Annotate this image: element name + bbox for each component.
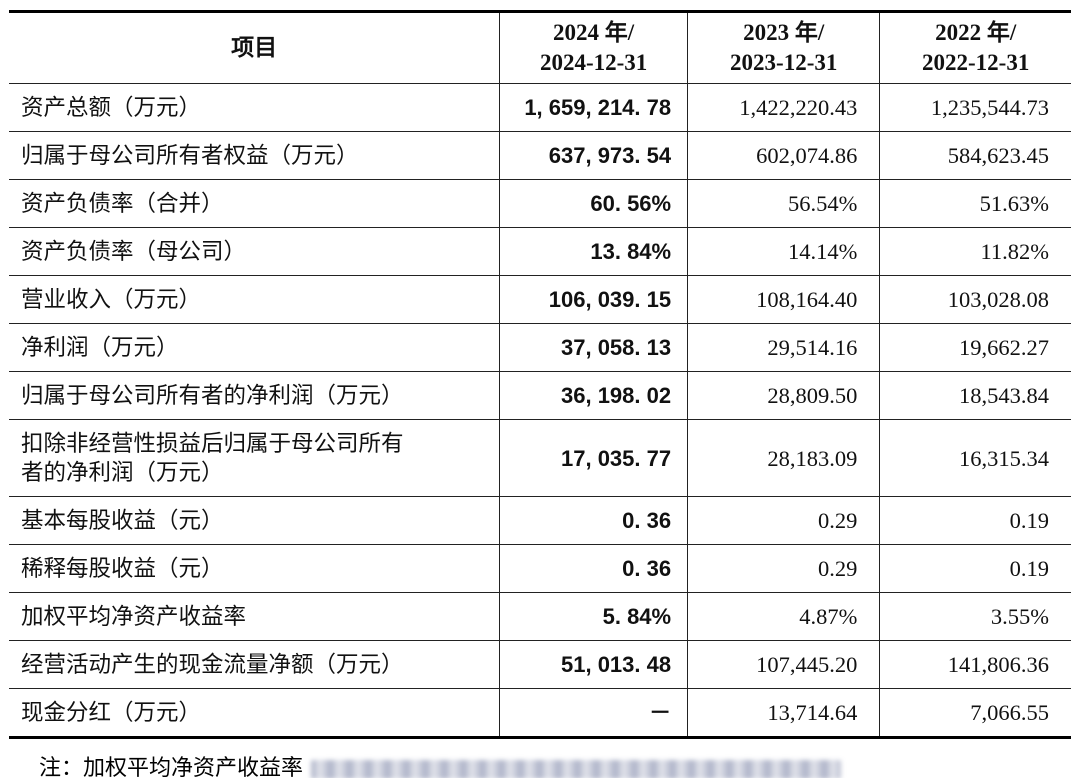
- value-2024: 36, 198. 02: [499, 371, 688, 420]
- header-col-2024-line1: 2024 年/: [553, 20, 635, 45]
- row-label: 归属于母公司所有者的净利润（万元）: [9, 371, 500, 420]
- row-label: 净利润（万元）: [9, 323, 500, 372]
- value-2022: 18,543.84: [879, 371, 1071, 420]
- value-2022: 19,662.27: [879, 323, 1071, 372]
- value-2023: 28,183.09: [687, 419, 880, 497]
- value-2022: 7,066.55: [879, 688, 1071, 738]
- value-2023: 4.87%: [687, 592, 880, 641]
- header-col-2024-line2: 2024-12-31: [539, 50, 648, 75]
- header-row: 项目 2024 年/ 2024-12-31 2023 年/ 2023-12-31…: [9, 11, 1071, 84]
- table-row: 扣除非经营性损益后归属于母公司所有者的净利润（万元） 17, 035. 77 2…: [9, 419, 1071, 497]
- row-label: 经营活动产生的现金流量净额（万元）: [9, 640, 500, 689]
- value-2024: 637, 973. 54: [499, 131, 688, 180]
- row-label: 资产总额（万元）: [9, 83, 500, 132]
- table-row: 营业收入（万元） 106, 039. 15 108,164.40 103,028…: [9, 275, 1071, 324]
- value-2024: 37, 058. 13: [499, 323, 688, 372]
- value-2024: 51, 013. 48: [499, 640, 688, 689]
- value-2024: 60. 56%: [499, 179, 688, 228]
- table-body: 资产总额（万元） 1, 659, 214. 78 1,422,220.43 1,…: [9, 83, 1071, 738]
- table-row: 归属于母公司所有者权益（万元） 637, 973. 54 602,074.86 …: [9, 131, 1071, 180]
- table-row: 净利润（万元） 37, 058. 13 29,514.16 19,662.27: [9, 323, 1071, 372]
- value-2024: 106, 039. 15: [499, 275, 688, 324]
- value-2023: 29,514.16: [687, 323, 880, 372]
- value-2024: －: [499, 688, 688, 738]
- value-2023: 1,422,220.43: [687, 83, 880, 132]
- row-label: 归属于母公司所有者权益（万元）: [9, 131, 500, 180]
- row-label: 加权平均净资产收益率: [9, 592, 500, 641]
- value-2022: 3.55%: [879, 592, 1071, 641]
- value-2023: 14.14%: [687, 227, 880, 276]
- financial-summary-table: 项目 2024 年/ 2024-12-31 2023 年/ 2023-12-31…: [9, 10, 1071, 739]
- value-2024: 13. 84%: [499, 227, 688, 276]
- value-2023: 56.54%: [687, 179, 880, 228]
- table-row: 经营活动产生的现金流量净额（万元） 51, 013. 48 107,445.20…: [9, 640, 1071, 689]
- header-col-2023-line1: 2023 年/: [743, 20, 825, 45]
- value-2022: 51.63%: [879, 179, 1071, 228]
- header-item: 项目: [9, 11, 500, 84]
- table-row: 资产负债率（合并） 60. 56% 56.54% 51.63%: [9, 179, 1071, 228]
- header-col-2022-line1: 2022 年/: [935, 20, 1017, 45]
- value-2024: 1, 659, 214. 78: [499, 83, 688, 132]
- value-2022: 1,235,544.73: [879, 83, 1071, 132]
- row-label: 营业收入（万元）: [9, 275, 500, 324]
- header-col-2022: 2022 年/ 2022-12-31: [879, 11, 1071, 84]
- footnote-blurred-text: [311, 760, 842, 778]
- header-col-2024: 2024 年/ 2024-12-31: [499, 11, 688, 84]
- value-2024: 0. 36: [499, 496, 688, 545]
- header-col-2023-line2: 2023-12-31: [730, 50, 838, 75]
- footnote-text: 注：加权平均净资产收益率: [39, 755, 304, 778]
- value-2022: 0.19: [879, 544, 1071, 593]
- row-label: 基本每股收益（元）: [9, 496, 500, 545]
- header-col-2023: 2023 年/ 2023-12-31: [687, 11, 880, 84]
- footnote: 注：加权平均净资产收益率: [39, 750, 1071, 778]
- row-label: 稀释每股收益（元）: [9, 544, 500, 593]
- table-row: 现金分红（万元） － 13,714.64 7,066.55: [9, 688, 1071, 738]
- value-2022: 11.82%: [879, 227, 1071, 276]
- value-2023: 0.29: [687, 544, 880, 593]
- row-label: 现金分红（万元）: [9, 688, 500, 738]
- value-2022: 103,028.08: [879, 275, 1071, 324]
- value-2023: 107,445.20: [687, 640, 880, 689]
- row-label: 资产负债率（合并）: [9, 179, 500, 228]
- value-2022: 0.19: [879, 496, 1071, 545]
- table-row: 加权平均净资产收益率 5. 84% 4.87% 3.55%: [9, 592, 1071, 641]
- value-2023: 108,164.40: [687, 275, 880, 324]
- value-2024: 17, 035. 77: [499, 419, 688, 497]
- table-row: 资产负债率（母公司） 13. 84% 14.14% 11.82%: [9, 227, 1071, 276]
- header-col-2022-line2: 2022-12-31: [922, 50, 1030, 75]
- value-2023: 13,714.64: [687, 688, 880, 738]
- header-item-label: 项目: [231, 35, 278, 60]
- value-2022: 584,623.45: [879, 131, 1071, 180]
- table-row: 资产总额（万元） 1, 659, 214. 78 1,422,220.43 1,…: [9, 83, 1071, 132]
- value-2023: 0.29: [687, 496, 880, 545]
- value-2024: 0. 36: [499, 544, 688, 593]
- value-2023: 602,074.86: [687, 131, 880, 180]
- table-row: 稀释每股收益（元） 0. 36 0.29 0.19: [9, 544, 1071, 593]
- table-row: 归属于母公司所有者的净利润（万元） 36, 198. 02 28,809.50 …: [9, 371, 1071, 420]
- table-row: 基本每股收益（元） 0. 36 0.29 0.19: [9, 496, 1071, 545]
- row-label: 扣除非经营性损益后归属于母公司所有者的净利润（万元）: [9, 419, 500, 497]
- row-label: 资产负债率（母公司）: [9, 227, 500, 276]
- value-2022: 16,315.34: [879, 419, 1071, 497]
- value-2022: 141,806.36: [879, 640, 1071, 689]
- value-2024: 5. 84%: [499, 592, 688, 641]
- value-2023: 28,809.50: [687, 371, 880, 420]
